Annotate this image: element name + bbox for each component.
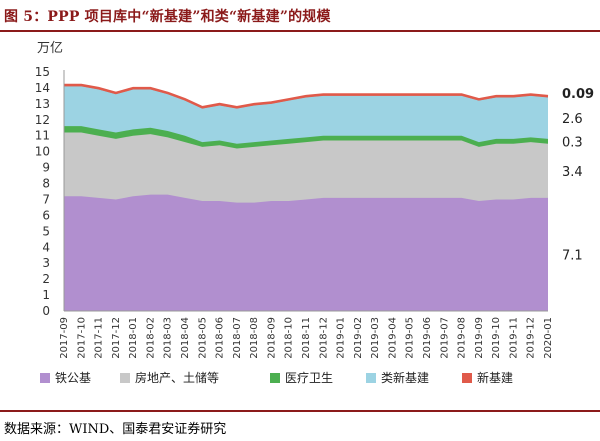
x-tick-label: 2018-12	[318, 317, 329, 359]
x-tick-label: 2018-02	[145, 317, 156, 359]
x-tick-label: 2018-05	[197, 317, 208, 359]
x-tick-label: 2017-10	[76, 317, 87, 359]
legend-swatch	[366, 373, 376, 383]
x-tick-label: 2017-11	[94, 317, 105, 359]
x-tick-label: 2018-04	[180, 317, 191, 359]
y-tick-label: 14	[35, 81, 50, 95]
x-tick-label: 2017-09	[59, 317, 70, 359]
end-label: 2.6	[562, 112, 583, 127]
end-labels: 0.09 2.6 0.3 3.4 7.1	[562, 87, 594, 263]
x-tick-label: 2018-07	[232, 317, 243, 359]
x-tick-label: 2018-06	[215, 317, 226, 359]
title-rule	[0, 30, 600, 32]
end-label: 0.09	[562, 87, 594, 102]
area-layers	[64, 83, 549, 311]
figure-header: 图 5：PPP 项目库中“新基建”和类“新基建”的规模	[0, 0, 600, 32]
y-tick-label: 2	[42, 272, 50, 286]
x-tick-label: 2019-08	[457, 317, 468, 359]
x-tick-label: 2019-02	[353, 317, 364, 359]
x-tick-label: 2019-01	[336, 317, 347, 359]
area-铁公基	[64, 194, 548, 311]
legend-label: 铁公基	[55, 371, 91, 385]
legend-label: 新基建	[477, 370, 513, 385]
figure-title: 图 5：PPP 项目库中“新基建”和类“新基建”的规模	[4, 9, 331, 25]
x-tick-label: 2019-11	[508, 317, 519, 359]
x-tick-label: 2019-10	[491, 317, 502, 359]
area-类新基建	[64, 86, 548, 144]
end-label: 0.3	[562, 135, 583, 150]
legend-swatch	[40, 373, 50, 383]
x-tick-label: 2019-07	[439, 317, 450, 359]
y-tick-label: 11	[35, 129, 50, 143]
y-tick-label: 13	[35, 97, 50, 111]
legend-swatch	[270, 373, 280, 383]
y-unit-label: 万亿	[37, 41, 63, 56]
y-tick-label: 9	[42, 161, 50, 175]
footer-rule	[0, 410, 600, 412]
legend-label: 类新基建	[381, 370, 429, 385]
y-tick-label: 4	[42, 240, 50, 254]
x-tick-label: 2018-08	[249, 317, 260, 359]
x-tick-label: 2018-10	[284, 317, 295, 359]
legend-label: 房地产、土储等	[135, 370, 219, 385]
x-tick-label: 2020-01	[543, 317, 554, 359]
area-edge-医疗卫生	[64, 125, 549, 145]
y-tick-label: 3	[42, 256, 50, 270]
y-tick-label: 15	[35, 65, 50, 79]
y-tick-label: 8	[42, 177, 50, 191]
x-axis: 2017-09 2017-10 2017-11 2017-12 2018-01 2018-…	[59, 310, 554, 359]
x-tick-label: 2019-05	[405, 317, 416, 359]
legend-swatch	[462, 373, 472, 383]
x-tick-label: 2018-01	[128, 317, 139, 359]
y-tick-label: 0	[42, 304, 50, 318]
x-tick-label: 2019-03	[370, 317, 381, 359]
end-label: 7.1	[562, 248, 583, 263]
legend-swatch	[120, 373, 130, 383]
x-tick-label: 2018-03	[163, 317, 174, 359]
source-note: 数据来源：WIND、国泰君安证券研究	[4, 422, 227, 437]
x-tick-label: 2019-04	[387, 317, 398, 359]
y-tick-label: 10	[35, 145, 50, 159]
y-tick-label: 1	[42, 288, 50, 302]
y-tick-label: 5	[42, 224, 50, 238]
x-tick-label: 2019-06	[422, 317, 433, 359]
area-房地产、土储等	[64, 132, 548, 203]
y-tick-label: 6	[42, 208, 50, 222]
x-tick-label: 2018-11	[301, 317, 312, 359]
x-tick-label: 2019-09	[474, 317, 485, 359]
x-tick-label: 2019-12	[526, 317, 537, 359]
y-tick-label: 12	[35, 113, 50, 127]
legend-label: 医疗卫生	[285, 371, 333, 385]
end-label: 3.4	[562, 165, 583, 180]
y-tick-label: 7	[42, 192, 50, 206]
legend: 铁公基 房地产、土储等 医疗卫生 类新基建 新基建	[40, 370, 513, 385]
x-tick-label: 2017-12	[111, 317, 122, 359]
x-tick-label: 2018-09	[266, 317, 277, 359]
area-edge-新基建	[64, 83, 549, 109]
